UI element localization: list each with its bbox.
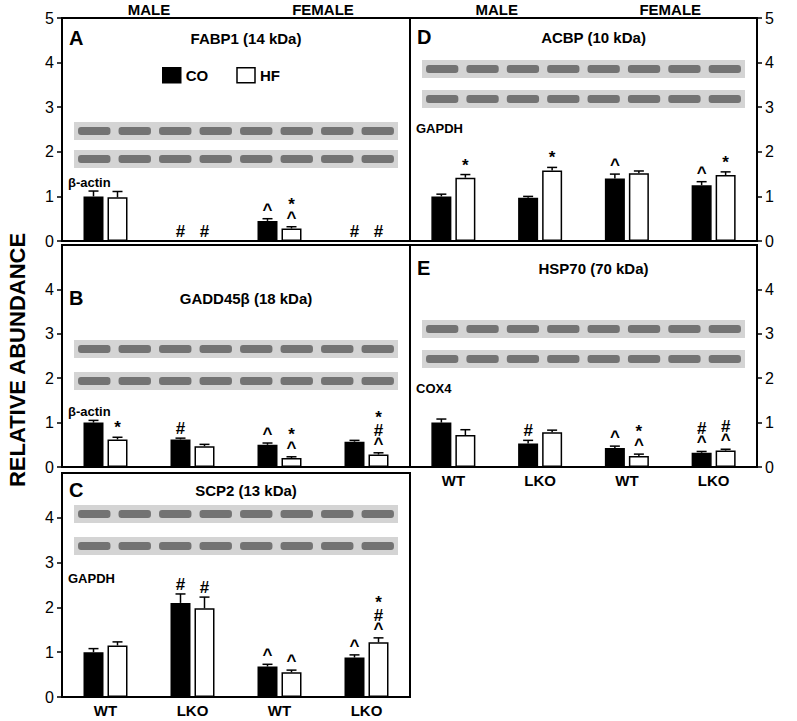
svg-text:FABP1 (14 kDa): FABP1 (14 kDa) <box>191 30 302 47</box>
svg-text:2: 2 <box>45 370 54 387</box>
svg-text:LKO: LKO <box>524 472 556 489</box>
svg-text:0: 0 <box>45 459 54 476</box>
svg-text:*: * <box>462 156 469 175</box>
svg-text:4: 4 <box>45 54 54 71</box>
svg-text:GAPDH: GAPDH <box>68 571 115 586</box>
svg-text:FEMALE: FEMALE <box>292 1 354 18</box>
svg-text:HSP70 (70 kDa): HSP70 (70 kDa) <box>538 260 648 277</box>
svg-text:*: * <box>549 148 556 167</box>
svg-text:2: 2 <box>765 143 774 160</box>
svg-text:B: B <box>69 287 83 309</box>
svg-text:3: 3 <box>45 99 54 116</box>
svg-text:A: A <box>69 27 83 49</box>
svg-text:4: 4 <box>765 281 774 298</box>
svg-text:LKO: LKO <box>177 702 209 719</box>
svg-text:#: # <box>523 421 533 440</box>
svg-text:^: ^ <box>610 427 620 446</box>
svg-text:0: 0 <box>765 459 774 476</box>
svg-text:β-actin: β-actin <box>68 175 111 190</box>
svg-text:#: # <box>374 222 384 241</box>
svg-text:MALE: MALE <box>476 1 519 18</box>
svg-text:*: * <box>375 408 382 427</box>
svg-text:GADD45β (18 kDa): GADD45β (18 kDa) <box>180 290 313 307</box>
svg-text:^: ^ <box>263 645 273 664</box>
svg-text:FEMALE: FEMALE <box>639 1 701 18</box>
svg-text:0: 0 <box>45 689 54 706</box>
svg-text:^: ^ <box>263 424 273 443</box>
svg-text:COX4: COX4 <box>416 381 452 396</box>
svg-text:3: 3 <box>45 554 54 571</box>
svg-text:WT: WT <box>268 702 291 719</box>
svg-text:1: 1 <box>45 414 54 431</box>
svg-text:4: 4 <box>45 281 54 298</box>
svg-text:4: 4 <box>45 509 54 526</box>
svg-text:ACBP (10 kDa): ACBP (10 kDa) <box>541 29 646 46</box>
svg-text:#: # <box>200 578 210 597</box>
svg-text:#: # <box>721 417 731 436</box>
svg-text:1: 1 <box>45 188 54 205</box>
svg-text:*: * <box>288 425 295 444</box>
svg-text:GAPDH: GAPDH <box>416 121 463 136</box>
svg-text:#: # <box>200 222 210 241</box>
svg-text:5: 5 <box>765 10 774 27</box>
svg-text:MALE: MALE <box>128 1 171 18</box>
svg-text:*: * <box>114 418 121 437</box>
svg-text:^: ^ <box>287 651 297 670</box>
svg-text:1: 1 <box>765 188 774 205</box>
svg-text:3: 3 <box>45 325 54 342</box>
svg-text:*: * <box>375 593 382 612</box>
svg-text:#: # <box>176 575 186 594</box>
svg-text:0: 0 <box>45 233 54 250</box>
svg-text:#: # <box>350 222 360 241</box>
svg-text:#: # <box>697 419 707 438</box>
svg-text:^: ^ <box>350 636 360 655</box>
svg-text:5: 5 <box>45 10 54 27</box>
svg-text:*: * <box>636 422 643 441</box>
svg-text:D: D <box>417 26 431 48</box>
svg-text:1: 1 <box>45 644 54 661</box>
svg-text:2: 2 <box>45 599 54 616</box>
svg-text:#: # <box>176 222 186 241</box>
svg-text:CO: CO <box>186 67 209 84</box>
svg-text:^: ^ <box>263 200 273 219</box>
svg-text:E: E <box>417 257 430 279</box>
svg-text:WT: WT <box>94 702 117 719</box>
svg-text:3: 3 <box>765 325 774 342</box>
svg-text:LKO: LKO <box>698 472 730 489</box>
svg-text:0: 0 <box>765 233 774 250</box>
svg-text:HF: HF <box>260 67 280 84</box>
svg-text:*: * <box>288 195 295 214</box>
svg-text:WT: WT <box>615 472 638 489</box>
svg-text:*: * <box>722 153 729 172</box>
svg-text:^: ^ <box>610 155 620 174</box>
svg-text:WT: WT <box>442 472 465 489</box>
svg-text:LKO: LKO <box>351 702 383 719</box>
svg-text:β-actin: β-actin <box>68 404 111 419</box>
svg-text:1: 1 <box>765 414 774 431</box>
svg-text:2: 2 <box>45 143 54 160</box>
svg-text:C: C <box>69 479 83 501</box>
svg-text:SCP2 (13 kDa): SCP2 (13 kDa) <box>195 482 297 499</box>
svg-text:4: 4 <box>765 54 774 71</box>
svg-text:RELATIVE ABUNDANCE: RELATIVE ABUNDANCE <box>5 233 30 487</box>
svg-text:2: 2 <box>765 370 774 387</box>
svg-text:3: 3 <box>765 99 774 116</box>
svg-text:#: # <box>176 419 186 438</box>
svg-text:^: ^ <box>697 163 707 182</box>
